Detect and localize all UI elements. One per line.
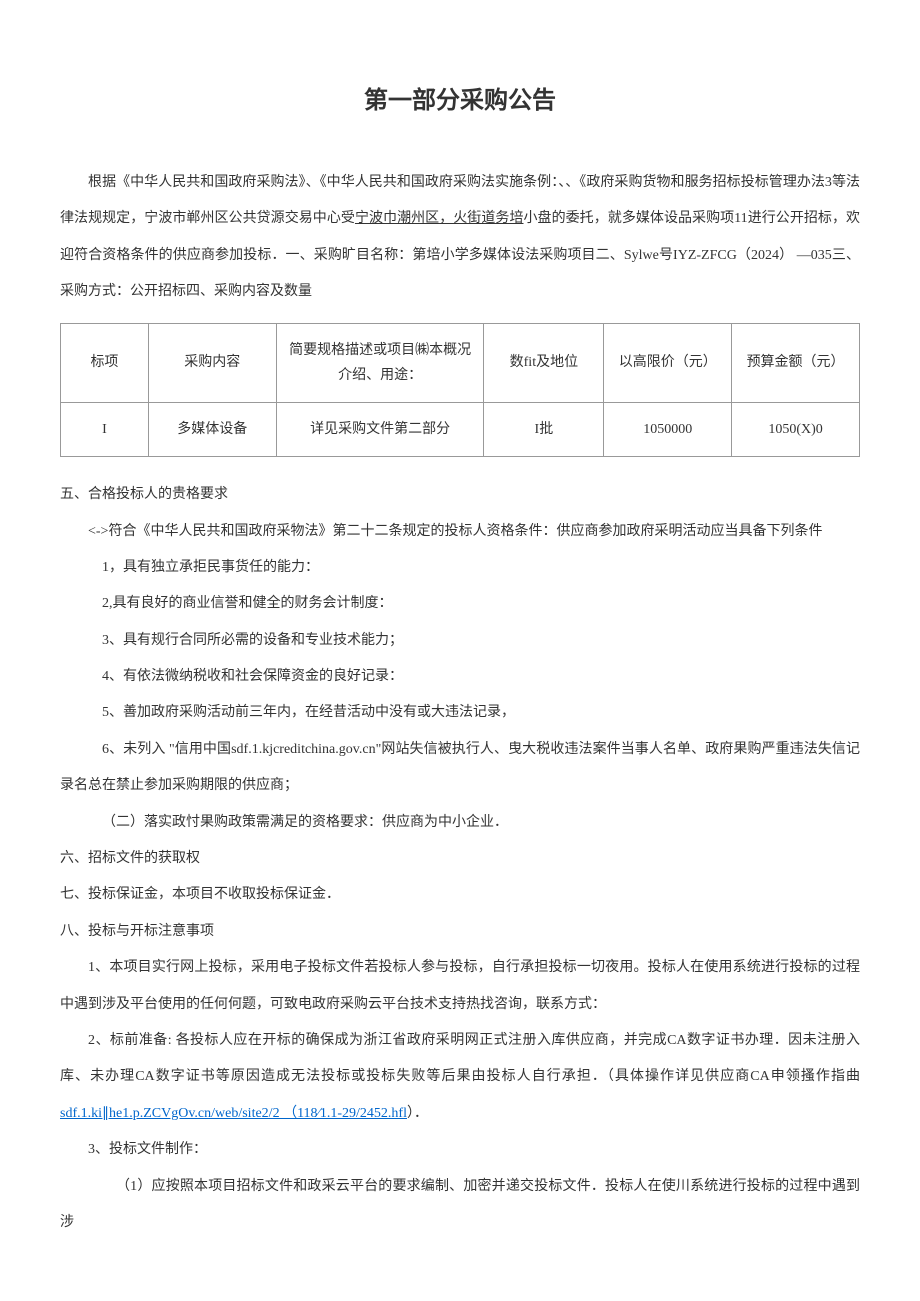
section-5-sub2: （二）落实政忖果购政策需满足的资格要求：供应商为中小企业． xyxy=(60,805,860,841)
section-6: 六、招标文件的获取权 xyxy=(60,841,860,877)
table-header-cell: 预算金额（元） xyxy=(732,323,860,402)
section-5-item: 6、未列入 "信用中国sdf.1.kjcreditchina.gov.cn"网站… xyxy=(60,732,860,805)
section-5-item: 5、善加政府采购活动前三年内，在经昔活动中没有或大违法记录， xyxy=(60,695,860,731)
table-header-cell: 数fit及地位 xyxy=(484,323,604,402)
section-5-item: 2,具有良好的商业信誉和健全的财务会计制度： xyxy=(60,586,860,622)
table-header-cell: 标项 xyxy=(61,323,149,402)
section-5-heading: 五、合格投标人的贵格要求 xyxy=(60,477,860,513)
section-8-heading: 八、投标与开标注意事项 xyxy=(60,914,860,950)
table-head-row: 标项采购内容简要规格描述或项目㈱本概况介绍、用途：数fit及地位以高限价（元）预… xyxy=(61,323,860,402)
section-8-item1: 1、本项目实行网上投标，采用电子投标文件若投标人参与投标，自行承担投标一切夜用。… xyxy=(60,950,860,1023)
table-cell: I批 xyxy=(484,402,604,456)
section-8-item3: 3、投标文件制作： xyxy=(60,1132,860,1168)
section-8-item2b: ）． xyxy=(407,1106,428,1121)
table-cell: 1050000 xyxy=(604,402,732,456)
procurement-table: 标项采购内容简要规格描述或项目㈱本概况介绍、用途：数fit及地位以高限价（元）预… xyxy=(60,323,860,458)
page-title: 第一部分采购公告 xyxy=(60,80,860,115)
section-8-item2: 2、标前准备: 各投标人应在开标的确保成为浙江省政府采明网正式注册入库供应商，并… xyxy=(60,1023,860,1132)
table-header-cell: 以高限价（元） xyxy=(604,323,732,402)
document-page: 第一部分采购公告 根据《中华人民共和国政府采购法》、《中华人民共和国政府采购法实… xyxy=(0,0,920,1301)
intro-paragraph: 根据《中华人民共和国政府采购法》、《中华人民共和国政府采购法实施条例：、、《政府… xyxy=(60,165,860,311)
section-8-item2a: 2、标前准备: 各投标人应在开标的确保成为浙江省政府采明网正式注册入库供应商，并… xyxy=(60,1033,860,1084)
section-8-link[interactable]: sdf.1.ki∥he1.p.ZCVgOv.cn/web/site2/2 （11… xyxy=(60,1106,407,1121)
table-cell: 多媒体设备 xyxy=(148,402,276,456)
section-5-item: 4、有依法微纳税收和社会保障资金的良好记录： xyxy=(60,659,860,695)
table-header-cell: 采购内容 xyxy=(148,323,276,402)
table-cell: I xyxy=(61,402,149,456)
section-7: 七、投标保证金，本项目不收取投标保证金． xyxy=(60,877,860,913)
section-8-item3-1: （1）应按照本项目招标文件和政采云平台的要求编制、加密并递交投标文件．投标人在使… xyxy=(60,1169,860,1242)
section-5-item: 1，具有独立承拒民事货任的能力： xyxy=(60,550,860,586)
table-cell: 详见采购文件第二部分 xyxy=(276,402,484,456)
intro-underline: 宁波巾潮州区，火街道务培 xyxy=(355,211,524,226)
table-header-cell: 简要规格描述或项目㈱本概况介绍、用途： xyxy=(276,323,484,402)
table-cell: 1050(X)0 xyxy=(732,402,860,456)
table-row: I多媒体设备详见采购文件第二部分I批10500001050(X)0 xyxy=(61,402,860,456)
section-5-item: 3、具有规行合同所必需的设备和专业技术能力； xyxy=(60,623,860,659)
section-5-sub1: <->符合《中华人民共和国政府采物法》第二十二条规定的投标人资格条件：供应商参加… xyxy=(60,514,860,550)
